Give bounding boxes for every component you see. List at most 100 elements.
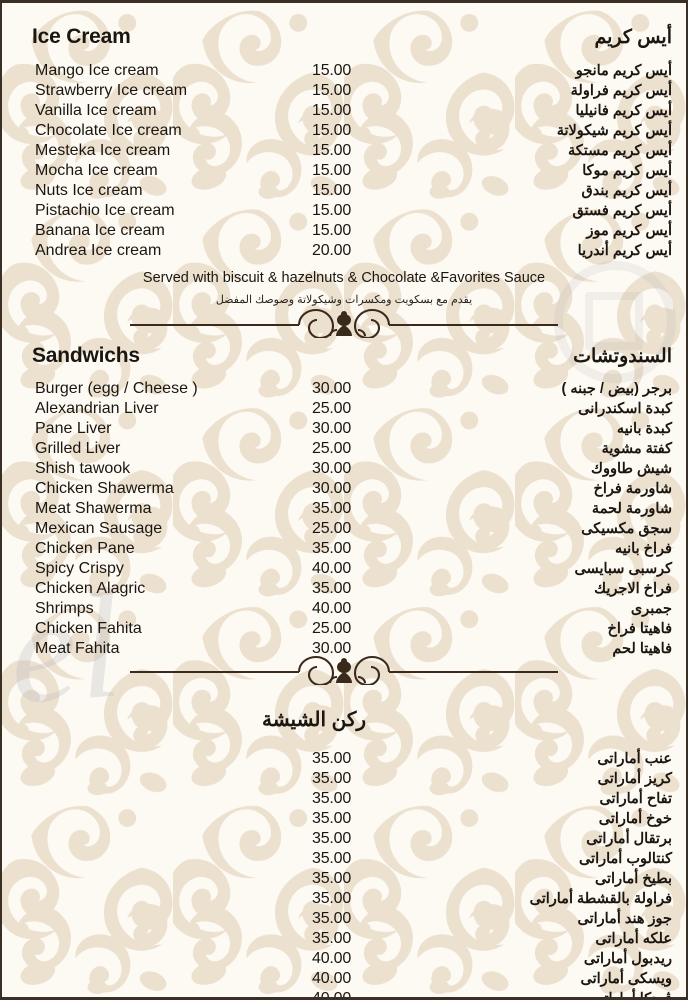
sandwichs-title-ar: السندوتشات xyxy=(573,346,672,367)
ice-cream-title-en: Ice Cream xyxy=(32,25,131,48)
menu-item-row[interactable]: 35.00 تفاح أماراتى xyxy=(2,789,686,809)
item-name-ar: كرسبى سبايسى xyxy=(574,561,672,577)
item-price: 15.00 xyxy=(312,122,352,139)
item-name-en: Spicy Crispy xyxy=(35,560,124,577)
menu-item-row[interactable]: 35.00 جوز هند أماراتى xyxy=(2,909,686,929)
menu-item-row[interactable]: Chicken Pane 35.00 فراخ بانيه xyxy=(2,539,686,559)
menu-item-row[interactable]: 35.00 فراولة بالقشطة أماراتى xyxy=(2,889,686,909)
item-name-en: Meat Fahita xyxy=(35,640,120,657)
item-name-ar: خوخ أماراتى xyxy=(598,811,672,827)
ice-cream-header: Ice Cream أيس كريم xyxy=(2,25,686,55)
item-name-ar: جمبرى xyxy=(630,601,672,617)
item-price: 15.00 xyxy=(312,182,352,199)
menu-item-row[interactable]: Pane Liver 30.00 كبدة بانيه xyxy=(2,419,686,439)
item-name-ar: أيس كريم أندريا xyxy=(577,243,672,259)
menu-item-row[interactable]: Mesteka Ice cream 15.00 أيس كريم مستكة xyxy=(2,141,686,161)
menu-item-row[interactable]: Shish tawook 30.00 شيش طاووك xyxy=(2,459,686,479)
item-price: 35.00 xyxy=(312,770,352,787)
item-name-en: Chicken Fahita xyxy=(35,620,142,637)
menu-item-row[interactable]: 35.00 كنتالوب أماراتى xyxy=(2,849,686,869)
menu-item-row[interactable]: Strawberry Ice cream 15.00 أيس كريم فراو… xyxy=(2,81,686,101)
item-price: 15.00 xyxy=(312,222,352,239)
menu-item-row[interactable]: Alexandrian Liver 25.00 كبدة اسكندرانى xyxy=(2,399,686,419)
item-name-en: Alexandrian Liver xyxy=(35,400,159,417)
menu-item-row[interactable]: Mango Ice cream 15.00 أيس كريم مانجو xyxy=(2,61,686,81)
item-price: 25.00 xyxy=(312,400,352,417)
menu-item-row[interactable]: Banana Ice cream 15.00 أيس كريم موز xyxy=(2,221,686,241)
item-price: 25.00 xyxy=(312,520,352,537)
item-name-ar: أيس كريم موكا xyxy=(582,163,672,179)
item-price: 30.00 xyxy=(312,380,352,397)
menu-item-row[interactable]: 40.00 ريدبول أماراتى xyxy=(2,949,686,969)
item-name-ar: فراخ الاجريك xyxy=(594,581,672,597)
menu-item-row[interactable]: Chicken Fahita 25.00 فاهيتا فراخ xyxy=(2,619,686,639)
menu-item-row[interactable]: 35.00 بطيخ أماراتى xyxy=(2,869,686,889)
item-price: 35.00 xyxy=(312,540,352,557)
item-price: 40.00 xyxy=(312,970,352,987)
item-name-ar: شيش طاووك xyxy=(591,461,672,477)
item-name-en: Banana Ice cream xyxy=(35,222,165,239)
item-name-en: Chocolate Ice cream xyxy=(35,122,182,139)
ice-cream-items: Mango Ice cream 15.00 أيس كريم مانجو Str… xyxy=(2,61,686,261)
item-price: 15.00 xyxy=(312,82,352,99)
item-price: 30.00 xyxy=(312,460,352,477)
item-name-en: Shrimps xyxy=(35,600,94,617)
menu-item-row[interactable]: 35.00 كريز أماراتى xyxy=(2,769,686,789)
item-name-ar: كبدة اسكندرانى xyxy=(578,401,672,417)
item-name-en: Meat Shawerma xyxy=(35,500,152,517)
menu-item-row[interactable]: Grilled Liver 25.00 كفتة مشوية xyxy=(2,439,686,459)
menu-item-row[interactable]: Chicken Shawerma 30.00 شاورمة فراخ xyxy=(2,479,686,499)
item-price: 35.00 xyxy=(312,580,352,597)
item-name-ar: فراولة بالقشطة أماراتى xyxy=(529,891,672,907)
menu-item-row[interactable]: 35.00 برتقال أماراتى xyxy=(2,829,686,849)
sandwichs-items: Burger (egg / Cheese ) 30.00 برجر (بيض /… xyxy=(2,379,686,659)
sandwichs-title-en: Sandwichs xyxy=(32,344,140,367)
item-name-en: Chicken Alagric xyxy=(35,580,146,597)
item-name-ar: فراخ بانيه xyxy=(615,541,672,557)
menu-item-row[interactable]: 35.00 عنب أماراتى xyxy=(2,749,686,769)
item-name-en: Mexican Sausage xyxy=(35,520,163,537)
item-price: 25.00 xyxy=(312,620,352,637)
menu-item-row[interactable]: Shrimps 40.00 جمبرى xyxy=(2,599,686,619)
menu-item-row[interactable]: Spicy Crispy 40.00 كرسبى سبايسى xyxy=(2,559,686,579)
item-price: 35.00 xyxy=(312,750,352,767)
item-name-en: Grilled Liver xyxy=(35,440,121,457)
menu-item-row[interactable]: Burger (egg / Cheese ) 30.00 برجر (بيض /… xyxy=(2,379,686,399)
item-price: 35.00 xyxy=(312,790,352,807)
item-price: 40.00 xyxy=(312,560,352,577)
menu-item-row[interactable]: Andrea Ice cream 20.00 أيس كريم أندريا xyxy=(2,241,686,261)
menu-item-row[interactable]: Mocha Ice cream 15.00 أيس كريم موكا xyxy=(2,161,686,181)
menu-item-row[interactable]: Mexican Sausage 25.00 سجق مكسيكى xyxy=(2,519,686,539)
item-name-en: Vanilla Ice cream xyxy=(35,102,157,119)
item-name-ar: علكه أماراتى xyxy=(595,931,672,947)
menu-item-row[interactable]: 35.00 خوخ أماراتى xyxy=(2,809,686,829)
item-name-en: Strawberry Ice cream xyxy=(35,82,188,99)
menu-item-row[interactable]: Vanilla Ice cream 15.00 أيس كريم فانيليا xyxy=(2,101,686,121)
item-price: 40.00 xyxy=(312,950,352,967)
item-name-ar: ريدبول أماراتى xyxy=(583,951,672,967)
menu-item-row[interactable]: 40.00 ڤودكا أماراتى xyxy=(2,989,686,997)
item-name-ar: كريز أماراتى xyxy=(597,771,672,787)
menu-item-row[interactable]: Chocolate Ice cream 15.00 أيس كريم شيكول… xyxy=(2,121,686,141)
item-name-ar: أيس كريم بندق xyxy=(581,183,672,199)
item-name-ar: كفتة مشوية xyxy=(601,441,672,457)
menu-item-row[interactable]: Chicken Alagric 35.00 فراخ الاجريك xyxy=(2,579,686,599)
item-price: 25.00 xyxy=(312,440,352,457)
menu-item-row[interactable]: Pistachio Ice cream 15.00 أيس كريم فستق xyxy=(2,201,686,221)
item-name-ar: شاورمة لحمة xyxy=(591,501,672,517)
item-name-en: Chicken Shawerma xyxy=(35,480,174,497)
menu-item-row[interactable]: Meat Shawerma 35.00 شاورمة لحمة xyxy=(2,499,686,519)
section-sandwichs: Sandwichs السندوتشات Burger (egg / Chees… xyxy=(2,344,686,659)
item-name-ar: شاورمة فراخ xyxy=(593,481,672,497)
item-price: 15.00 xyxy=(312,202,352,219)
item-price: 15.00 xyxy=(312,62,352,79)
menu-item-row[interactable]: 35.00 علكه أماراتى xyxy=(2,929,686,949)
menu-item-row[interactable]: 40.00 ويسكى أماراتى xyxy=(2,969,686,989)
item-name-ar: أيس كريم فراولة xyxy=(570,83,672,99)
item-name-en: Burger (egg / Cheese ) xyxy=(35,380,198,397)
item-price: 15.00 xyxy=(312,102,352,119)
item-name-ar: سجق مكسيكى xyxy=(581,521,672,537)
item-name-ar: جوز هند أماراتى xyxy=(577,911,672,927)
item-name-en: Mango Ice cream xyxy=(35,62,159,79)
menu-item-row[interactable]: Nuts Ice cream 15.00 أيس كريم بندق xyxy=(2,181,686,201)
